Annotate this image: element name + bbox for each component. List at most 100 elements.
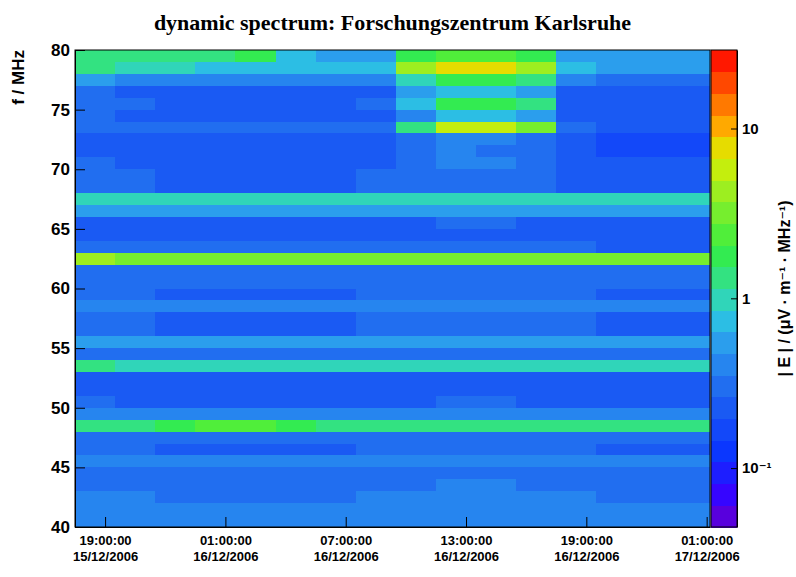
heatmap-cell (516, 491, 556, 503)
heatmap-cell (596, 74, 636, 86)
heatmap-cell (396, 515, 436, 527)
heatmap-cell (356, 444, 396, 456)
heatmap-cell (436, 515, 476, 527)
heatmap-cell (596, 312, 636, 324)
heatmap-cell (155, 479, 195, 491)
heatmap-cell (155, 157, 195, 169)
heatmap-cell (636, 74, 676, 86)
heatmap-cell (516, 479, 556, 491)
colorbar-swatch (711, 115, 737, 137)
heatmap-cell (75, 515, 115, 527)
heatmap-cell (516, 336, 556, 348)
heatmap-cell (677, 491, 710, 503)
heatmap-cell (195, 444, 235, 456)
heatmap-cell (436, 205, 476, 217)
heatmap-cell (396, 62, 436, 74)
heatmap-cell (436, 241, 476, 253)
heatmap-cell (396, 348, 436, 360)
heatmap-cell (316, 384, 356, 396)
heatmap-cell (115, 181, 155, 193)
heatmap-cell (276, 372, 316, 384)
heatmap-cell (677, 467, 710, 479)
heatmap-cell (516, 217, 556, 229)
heatmap-cell (235, 289, 275, 301)
heatmap-cell (356, 229, 396, 241)
heatmap-cell (356, 181, 396, 193)
tick-label-line: 15/12/2006 (73, 549, 138, 564)
heatmap-cell (636, 396, 676, 408)
tick-label-line: 13:00:00 (441, 533, 493, 548)
heatmap-cell (75, 455, 115, 467)
heatmap-cell (476, 122, 516, 134)
heatmap-cell (195, 277, 235, 289)
heatmap-cell (276, 515, 316, 527)
heatmap-cell (356, 110, 396, 122)
heatmap-cell (75, 396, 115, 408)
heatmap-cell (677, 289, 710, 301)
heatmap-cell (596, 277, 636, 289)
heatmap-cell (235, 50, 275, 62)
heatmap-cell (316, 169, 356, 181)
heatmap-cell (596, 324, 636, 336)
heatmap-cell (436, 110, 476, 122)
heatmap-cell (155, 312, 195, 324)
heatmap-cell (316, 396, 356, 408)
heatmap-cell (316, 181, 356, 193)
heatmap-cell (476, 229, 516, 241)
heatmap-cell (155, 432, 195, 444)
heatmap-cell (596, 408, 636, 420)
heatmap-cell (677, 277, 710, 289)
heatmap-cell (556, 62, 596, 74)
heatmap-cell (596, 515, 636, 527)
heatmap-cell (115, 515, 155, 527)
colorbar-swatch (711, 180, 737, 202)
heatmap-cell (276, 444, 316, 456)
heatmap-cell (276, 169, 316, 181)
heatmap-cell (276, 360, 316, 372)
heatmap-cell (516, 205, 556, 217)
heatmap-cell (155, 217, 195, 229)
tick-label-line: 01:00:00 (200, 533, 252, 548)
heatmap-cell (115, 455, 155, 467)
heatmap-cell (556, 169, 596, 181)
heatmap-cell (436, 229, 476, 241)
heatmap-cell (155, 384, 195, 396)
heatmap-cell (115, 98, 155, 110)
heatmap-cell (556, 50, 596, 62)
heatmap-cell (75, 467, 115, 479)
heatmap-cell (75, 277, 115, 289)
heatmap-cell (556, 432, 596, 444)
heatmap-cell (516, 360, 556, 372)
heatmap-cell (155, 205, 195, 217)
heatmap-cell (276, 300, 316, 312)
heatmap-cell (556, 145, 596, 157)
heatmap-cell (556, 348, 596, 360)
heatmap-cell (516, 432, 556, 444)
heatmap-cell (436, 193, 476, 205)
colorbar-swatch (711, 223, 737, 245)
heatmap-cell (596, 479, 636, 491)
tick-mark (466, 517, 467, 527)
heatmap-cell (516, 324, 556, 336)
tick: 60 (51, 279, 85, 298)
heatmap-cell (276, 324, 316, 336)
heatmap-cell (556, 396, 596, 408)
tick-label: 55 (51, 339, 70, 358)
heatmap-cell (636, 205, 676, 217)
heatmap-cell (75, 408, 115, 420)
heatmap-cell (516, 74, 556, 86)
heatmap-cell (476, 74, 516, 86)
heatmap-cell (436, 289, 476, 301)
heatmap-cell (677, 444, 710, 456)
heatmap-cell (596, 372, 636, 384)
heatmap-cell (556, 324, 596, 336)
heatmap-cell (476, 396, 516, 408)
heatmap-cell (396, 86, 436, 98)
heatmap-cell (476, 503, 516, 515)
heatmap-cell (556, 372, 596, 384)
heatmap-cell (195, 479, 235, 491)
heatmap-cell (276, 157, 316, 169)
heatmap-cell (75, 444, 115, 456)
tick-mark (75, 50, 85, 51)
heatmap-cell (596, 122, 636, 134)
